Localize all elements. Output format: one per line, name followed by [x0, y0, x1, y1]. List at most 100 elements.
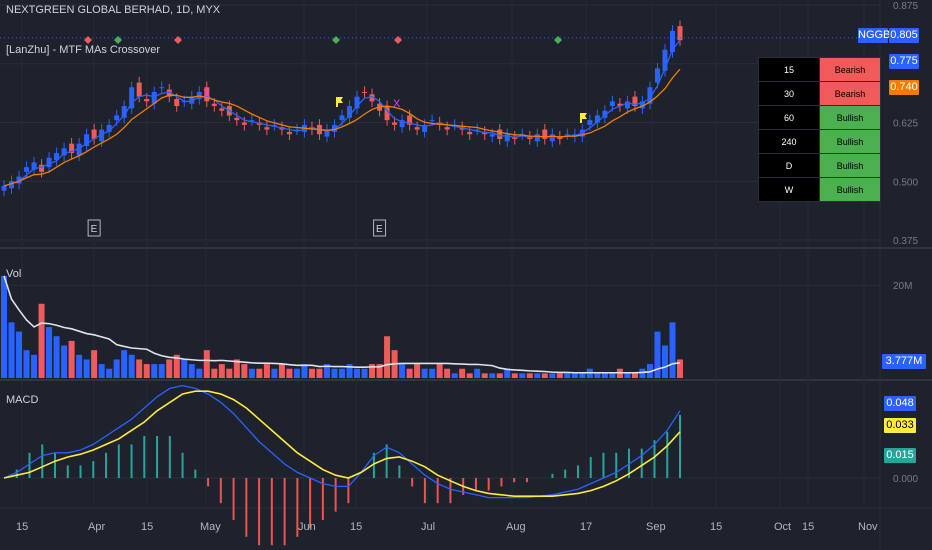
volume-bar	[399, 364, 406, 378]
candle-body	[474, 129, 480, 131]
time-tick-label: 15	[16, 521, 28, 533]
volume-bar	[526, 373, 533, 378]
crossover-diamond-icon	[394, 36, 402, 44]
price-pane[interactable]: X X E E	[0, 20, 880, 237]
volume-bar	[436, 364, 443, 378]
candle-body	[286, 131, 292, 135]
volume-bar	[256, 368, 263, 378]
volume-bar	[286, 368, 293, 378]
volume-bar	[654, 331, 661, 378]
mtf-status-table: 15 Bearish 30 Bearish 60 Bullish 240 Bullish…	[758, 57, 881, 202]
volume-bar	[369, 364, 376, 378]
time-tick-label: 15	[802, 521, 814, 533]
candle-body	[392, 122, 398, 125]
volume-bar	[323, 364, 330, 378]
earnings-marker-label: E	[91, 224, 98, 235]
candle-body	[69, 143, 75, 154]
candle-body	[414, 127, 420, 130]
volume-bar	[233, 359, 240, 378]
volume-bar	[361, 368, 368, 378]
volume-bar	[143, 364, 150, 378]
volume-bar	[166, 359, 173, 378]
cross-marker-icon: X	[203, 88, 211, 100]
signal-line	[3, 390, 681, 498]
candle-body	[264, 127, 270, 130]
candle-body	[166, 89, 172, 97]
volume-bar	[113, 359, 120, 378]
volume-pane-label: Vol	[6, 268, 22, 280]
symbol-title: NEXTGREEN GLOBAL BERHAD, 1D, MYX	[6, 4, 221, 16]
candle-body	[241, 122, 247, 125]
price-tick-label: 0.375	[893, 236, 918, 247]
candle-body	[654, 68, 660, 83]
cross-marker-icon: X	[393, 98, 401, 110]
volume-pane[interactable]	[1, 275, 683, 378]
volume-bar	[624, 373, 631, 378]
volume-bar	[226, 368, 233, 378]
candle-body	[91, 129, 97, 139]
time-tick-label: Sep	[646, 521, 666, 533]
candle-body	[234, 117, 240, 121]
volume-bar	[23, 350, 30, 378]
volume-bar	[669, 322, 676, 378]
volume-tick-label: 20M	[893, 281, 912, 292]
signal-value-tag: 0.033	[884, 418, 916, 433]
volume-bar	[421, 368, 428, 378]
candle-body	[106, 124, 112, 132]
candle-body	[384, 106, 390, 121]
time-tick-label: Jul	[421, 521, 435, 533]
hist-value-tag: 0.015	[884, 448, 916, 463]
time-tick-label: Jun	[298, 521, 316, 533]
candle-body	[489, 134, 495, 137]
volume-bar	[496, 373, 503, 378]
flag-icon	[336, 97, 343, 107]
macd-value-tag: 0.048	[884, 396, 916, 411]
candle-body	[204, 87, 210, 102]
volume-bar	[354, 368, 361, 378]
last-price-tag: 0.805	[889, 28, 919, 43]
volume-bar	[639, 368, 646, 378]
mtf-row: 30 Bearish	[758, 81, 881, 106]
candle-body	[211, 103, 217, 107]
candle-body	[46, 157, 52, 168]
candle-body	[677, 26, 683, 41]
candle-body	[617, 103, 623, 107]
mtf-row: 240 Bullish	[758, 129, 881, 154]
volume-bar	[376, 364, 383, 378]
volume-bar	[76, 354, 83, 378]
time-tick-label: 15	[710, 521, 722, 533]
volume-bar	[218, 364, 225, 378]
candle-body	[121, 106, 127, 118]
candle-body	[1, 185, 7, 191]
volume-bar	[346, 364, 353, 378]
volume-bar	[121, 350, 128, 378]
volume-bar	[46, 326, 53, 378]
volume-bar	[211, 368, 218, 378]
candle-body	[542, 129, 548, 139]
mtf-row: W Bullish	[758, 177, 881, 202]
time-tick-label: 15	[141, 521, 153, 533]
volume-bar	[339, 368, 345, 378]
candle-body	[594, 115, 600, 123]
volume-bar	[481, 373, 488, 378]
volume-bar	[414, 364, 421, 378]
candle-body	[324, 129, 330, 137]
candle-body	[159, 87, 165, 89]
candle-body	[602, 110, 608, 118]
volume-bar	[474, 368, 481, 378]
price-tick-label: 0.875	[893, 1, 918, 12]
mtf-row: 15 Bearish	[758, 57, 881, 82]
candle-body	[339, 115, 345, 121]
macd-pane[interactable]	[3, 384, 681, 546]
candle-body	[534, 134, 540, 142]
crossover-diamond-icon	[114, 36, 122, 44]
ma-slow-tag: 0.740	[889, 80, 919, 95]
candle-body	[587, 120, 593, 125]
symbol-tag: NGGB	[858, 28, 891, 43]
volume-bar	[98, 364, 105, 378]
mtf-status: Bullish	[819, 153, 881, 178]
candle-body	[497, 129, 503, 139]
candle-body	[669, 30, 675, 52]
volume-bar	[511, 373, 518, 378]
candle-body	[129, 87, 135, 109]
